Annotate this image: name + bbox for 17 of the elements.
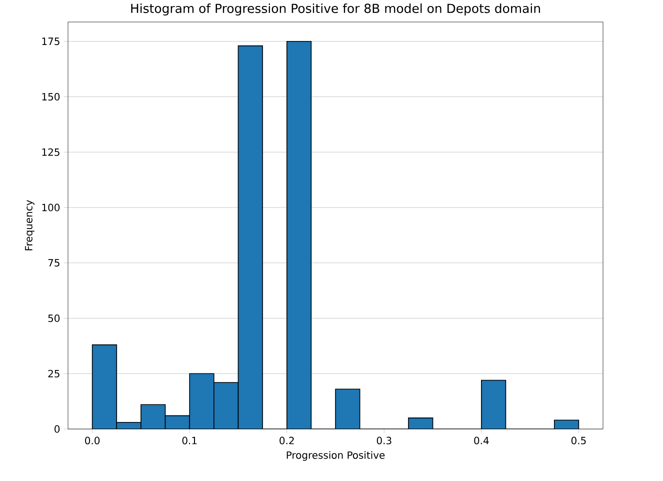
y-tick-label: 0: [54, 425, 60, 433]
y-tick-label: 50: [48, 314, 60, 322]
x-tick-label: 0.0: [85, 436, 100, 444]
x-tick-label: 0.4: [474, 436, 489, 444]
y-tick-label: 125: [42, 148, 60, 156]
x-tick-label: 0.2: [280, 436, 294, 444]
x-tick-label: 0.1: [182, 436, 197, 444]
y-tick-label: 175: [42, 38, 60, 46]
y-tick-label: 150: [42, 92, 60, 101]
x-axis-title: Progression Positive: [286, 451, 385, 461]
x-tick-label: 0.3: [376, 436, 392, 444]
y-tick-label: 25: [48, 370, 60, 378]
y-tick-label: 100: [42, 204, 60, 212]
y-tick-label: 75: [48, 259, 60, 267]
x-tick-label: 0.5: [571, 436, 586, 444]
y-axis-title: Frequency: [25, 200, 34, 250]
chart-title: Histogram of Progression Positive for 8B model on Depots domain: [131, 3, 540, 16]
